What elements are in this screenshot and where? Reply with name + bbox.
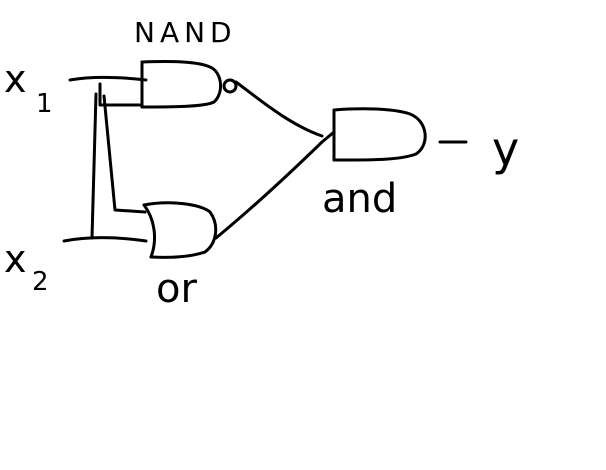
x2-subscript: 2 bbox=[32, 267, 49, 297]
or-label: or bbox=[156, 266, 197, 312]
or-gate-back-curve bbox=[142, 203, 156, 259]
nand-label: NAND bbox=[134, 16, 237, 49]
x2-input-wire bbox=[62, 236, 148, 243]
and-gate-body bbox=[332, 107, 427, 162]
or-gate-body bbox=[142, 201, 218, 259]
nand-gate-body bbox=[140, 60, 222, 109]
x1-input-wire bbox=[68, 75, 148, 82]
and-label: and bbox=[322, 176, 397, 222]
x1-label: x bbox=[4, 57, 27, 101]
x1-to-x2-vertical bbox=[90, 92, 98, 240]
nand-inversion-bubble bbox=[222, 78, 238, 94]
x2-label: x bbox=[4, 237, 27, 281]
output-y-label: y bbox=[492, 122, 519, 176]
x1-branch-to-nand bbox=[98, 82, 142, 107]
x1-subscript: 1 bbox=[36, 89, 53, 119]
nand-to-and-wire bbox=[234, 80, 324, 138]
or-to-and-wire bbox=[214, 130, 336, 240]
x1-branch-to-or bbox=[102, 94, 147, 214]
